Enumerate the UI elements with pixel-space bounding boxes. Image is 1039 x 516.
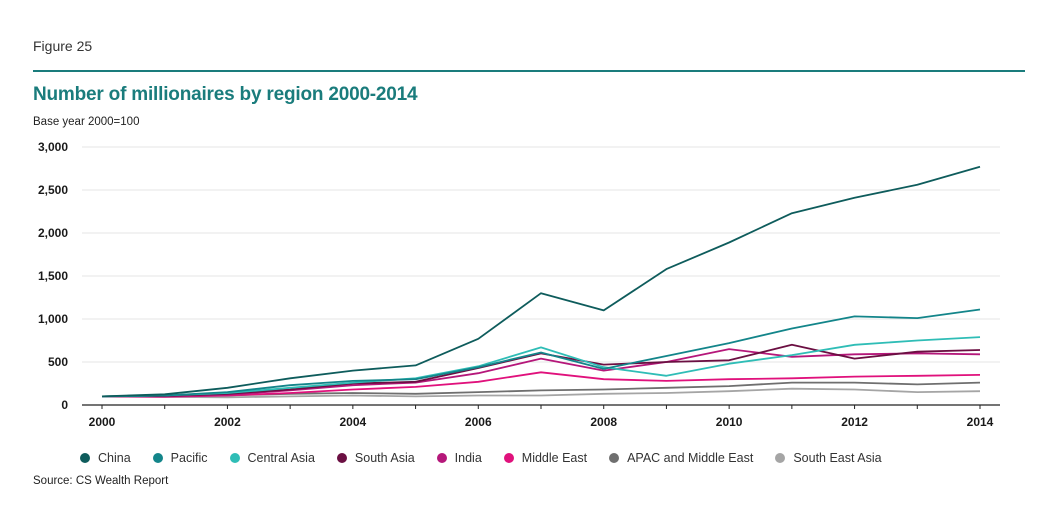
chart-legend: China Pacific Central Asia South Asia India M…	[80, 451, 904, 465]
legend-marker-icon	[436, 453, 447, 463]
legend-label: Central Asia	[247, 451, 315, 465]
legend-item: South East Asia	[775, 451, 882, 465]
legend-marker-icon	[80, 453, 90, 463]
header-rule	[33, 70, 1025, 72]
legend-item: South Asia	[336, 451, 415, 465]
figure-label: Figure 25	[33, 38, 93, 54]
x-tick-label: 2002	[214, 415, 241, 429]
legend-label: South East Asia	[793, 451, 882, 465]
legend-label: China	[98, 451, 131, 465]
legend-label: South Asia	[354, 451, 415, 465]
series-line-south-east-asia	[101, 387, 981, 399]
legend-marker-icon	[336, 453, 347, 463]
x-tick-label: 2012	[841, 415, 868, 429]
legend-item: India	[436, 451, 482, 465]
chart-subtitle: Base year 2000=100	[33, 116, 140, 128]
y-tick-label: 3,000	[38, 140, 68, 154]
legend-item: Pacific	[152, 451, 208, 465]
x-tick-label: 2000	[89, 415, 116, 429]
series-line-middle-east	[101, 371, 981, 398]
source-note: Source: CS Wealth Report	[33, 475, 169, 487]
legend-marker-icon	[609, 453, 620, 463]
chart-title: Number of millionaires by region 2000-20…	[33, 84, 418, 105]
legend-marker-icon	[775, 453, 786, 463]
line-chart: 0 500 1,000 1,500 2,000 2,500 3,000 2000 2002 200…	[38, 140, 1000, 429]
legend-item: Middle East	[503, 451, 588, 465]
y-tick-label: 0	[61, 398, 68, 412]
x-tick-label: 2006	[465, 415, 492, 429]
series-line-central-asia	[101, 336, 981, 398]
x-tick-label: 2004	[340, 415, 367, 429]
legend-marker-icon	[229, 453, 240, 463]
legend-label: Pacific	[170, 451, 208, 465]
y-tick-label: 2,500	[38, 183, 68, 197]
legend-marker-icon	[152, 453, 163, 463]
y-tick-label: 1,500	[38, 269, 68, 283]
series-line-china	[101, 165, 981, 398]
y-tick-label: 2,000	[38, 226, 68, 240]
legend-marker-icon	[503, 453, 514, 463]
legend-item: China	[80, 451, 131, 465]
x-tick-label: 2008	[590, 415, 617, 429]
legend-label: India	[454, 451, 482, 465]
y-tick-label: 1,000	[38, 312, 68, 326]
x-tick-label: 2010	[716, 415, 743, 429]
legend-label: Middle East	[521, 451, 588, 465]
legend-label: APAC and Middle East	[627, 451, 754, 465]
x-tick-label: 2014	[967, 415, 994, 429]
y-tick-label: 500	[48, 355, 68, 369]
series-line-pacific	[101, 308, 981, 398]
legend-item: APAC and Middle East	[609, 451, 753, 465]
legend-item: Central Asia	[229, 451, 315, 465]
